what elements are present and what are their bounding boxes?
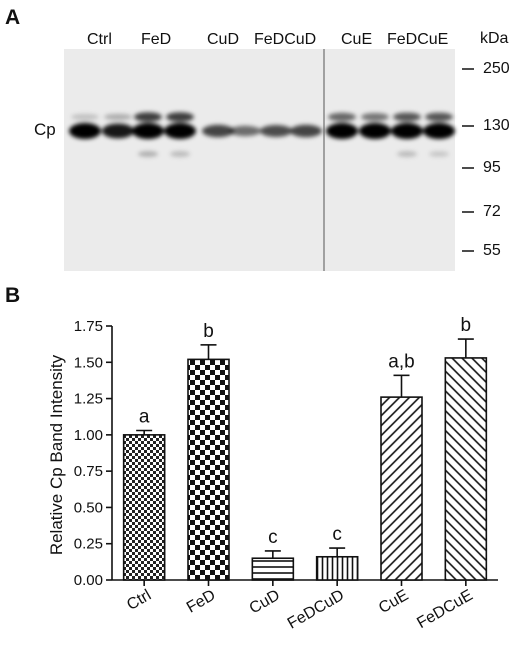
x-axis (112, 579, 498, 586)
panel-a-letter: A (5, 6, 21, 29)
blot-band-lower (138, 151, 158, 157)
blot-band-main (164, 123, 196, 139)
x-tick-label: FeD (184, 587, 219, 617)
bar-cue (380, 396, 423, 581)
blot-band-upper (361, 113, 389, 121)
panel-b-letter: B (5, 284, 21, 307)
bars-group: a b c c a,b b (122, 315, 488, 581)
lane-label-fedcud: FeDCuD (254, 31, 317, 48)
lane-label-fedcue: FeDCuE (387, 31, 449, 48)
bar-fedcud (315, 555, 359, 581)
significance-label: a,b (388, 351, 414, 372)
blot-band-lower (170, 151, 190, 157)
x-tick-label: FeDCuE (414, 587, 476, 632)
blot-band-main (326, 123, 358, 139)
blot-band-main (102, 123, 134, 139)
lane-label-fed: FeD (141, 31, 172, 48)
lane-label-ctrl: Ctrl (87, 31, 112, 48)
y-tick-label: 1.75 (74, 318, 103, 335)
x-tick-label: Ctrl (124, 587, 154, 614)
significance-label: c (268, 527, 278, 548)
cp-band-label: Cp (34, 120, 56, 139)
marker-130: 130 (483, 117, 510, 134)
western-blot-image (64, 49, 474, 271)
blot-band-lower (397, 151, 417, 157)
blot-band-main (260, 125, 292, 137)
y-tick-label: 1.25 (74, 391, 103, 408)
blot-band-upper (393, 112, 421, 122)
blot-band-main (359, 123, 391, 139)
blot-band-upper (71, 113, 99, 121)
marker-72: 72 (483, 203, 501, 220)
y-tick-label: 0.50 (74, 499, 103, 516)
marker-55: 55 (483, 242, 501, 259)
blot-membrane (64, 49, 455, 271)
blot-band-upper (166, 112, 194, 122)
x-tick-labels: Ctrl FeD CuD FeDCuD CuE FeDCuE (124, 587, 476, 633)
blot-band-upper (425, 112, 453, 122)
y-axis: 0.00 0.25 0.50 0.75 1.00 1.25 1.50 1.75 (74, 318, 113, 589)
significance-label: b (203, 321, 214, 342)
blot-band-main (391, 123, 423, 139)
bar-fedcue (444, 357, 488, 581)
x-tick-label: FeDCuD (285, 587, 347, 633)
marker-95: 95 (483, 159, 501, 176)
blot-band-upper (328, 112, 356, 122)
marker-ticks (462, 68, 474, 252)
blot-band-main (290, 124, 322, 138)
blot-band-main (229, 125, 261, 137)
significance-label: a (139, 407, 150, 428)
bar-ctrl (122, 434, 166, 581)
blot-band-lower (429, 151, 449, 157)
kda-title: kDa (480, 30, 509, 47)
y-tick-label: 0.25 (74, 536, 103, 553)
y-tick-label: 1.00 (74, 427, 103, 444)
blot-band-main (132, 123, 164, 139)
lane-label-cue: CuE (341, 31, 373, 48)
bar-cud (251, 557, 295, 581)
y-tick-label: 0.75 (74, 463, 103, 480)
blot-band-main (423, 123, 455, 139)
blot-band-main (202, 124, 234, 138)
blot-band-upper (104, 113, 132, 121)
significance-label: c (332, 524, 342, 545)
lane-label-cud: CuD (207, 31, 240, 48)
blot-band-upper (134, 112, 162, 122)
x-tick-label: CuE (376, 587, 411, 617)
significance-label: b (461, 315, 472, 336)
y-tick-label: 0.00 (74, 572, 103, 589)
x-tick-label: CuD (247, 587, 283, 618)
blot-band-main (69, 123, 101, 139)
y-tick-label: 1.50 (74, 354, 103, 371)
bar-fed (187, 358, 230, 581)
marker-250: 250 (483, 60, 510, 77)
y-axis-label: Relative Cp Band Intensity (47, 354, 66, 555)
blot-bands (69, 112, 455, 157)
